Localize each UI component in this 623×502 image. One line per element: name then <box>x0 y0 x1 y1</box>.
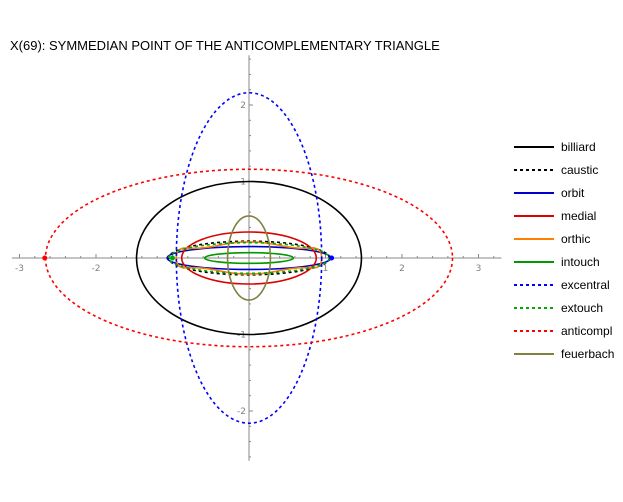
legend-label-caustic: caustic <box>561 163 598 177</box>
x-tick-label: 2 <box>399 264 405 274</box>
marker-point <box>329 255 335 261</box>
y-tick-label: 2 <box>240 101 246 111</box>
legend-label-extouch: extouch <box>561 301 603 315</box>
y-tick-label: 1 <box>240 178 246 188</box>
y-tick-label: -1 <box>237 331 246 341</box>
x-tick-label: 1 <box>323 264 329 274</box>
legend-label-anticompl: anticompl <box>561 324 612 338</box>
axes: -3 -2 1 2 3 2 1 -1 -2 <box>11 55 502 461</box>
chart-title: X(69): SYMMEDIAN POINT OF THE ANTICOMPLE… <box>10 38 440 53</box>
legend-label-intouch: intouch <box>561 255 600 269</box>
series-billiard <box>135 180 363 336</box>
marker-point <box>42 255 48 261</box>
legend-label-orbit: orbit <box>561 186 585 200</box>
legend-label-excentral: excentral <box>561 278 610 292</box>
points <box>42 255 335 261</box>
legend-label-medial: medial <box>561 209 596 223</box>
series-feuerbach <box>226 215 272 301</box>
marker-point <box>170 255 175 261</box>
x-tick-label: 3 <box>476 264 482 274</box>
y-tick-label: -2 <box>237 407 246 417</box>
series-intouch <box>203 251 295 265</box>
x-tick-label: -2 <box>92 264 101 274</box>
legend: billiard caustic orbit medial orthic intouch e… <box>514 140 614 361</box>
series-excentral <box>175 91 323 425</box>
series-orthic <box>175 241 323 275</box>
x-tick-label: -3 <box>15 264 24 274</box>
legend-label-feuerbach: feuerbach <box>561 347 614 361</box>
legend-label-orthic: orthic <box>561 232 590 246</box>
series-medial <box>180 231 318 285</box>
legend-label-billiard: billiard <box>561 140 596 154</box>
